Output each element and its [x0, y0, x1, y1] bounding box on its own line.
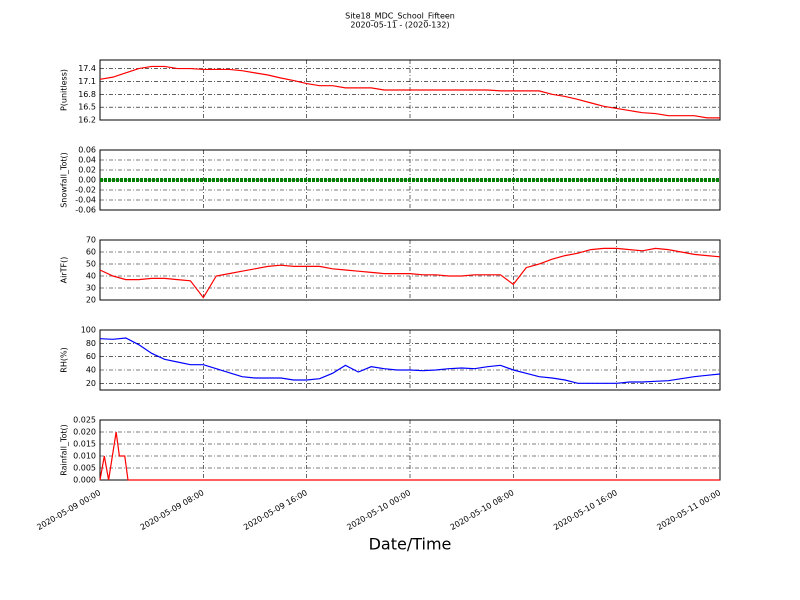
- x-tick-label: 2020-05-09 16:00: [242, 488, 309, 532]
- y-tick-label: 20: [86, 379, 96, 388]
- y-tick-label: 50: [86, 260, 96, 269]
- y-tick-label: -0.04: [75, 196, 96, 205]
- y-tick-label: 30: [86, 284, 96, 293]
- data-line: [99, 247, 721, 299]
- data-line: [99, 337, 721, 384]
- x-tick-label: 2020-05-09 00:00: [35, 488, 102, 532]
- x-axis-label: Date/Time: [369, 535, 452, 554]
- y-tick-label: 0.04: [78, 156, 96, 165]
- y-tick-label: 100: [81, 326, 96, 335]
- y-axis-label: Rainfall_Tot(): [60, 424, 69, 476]
- y-tick-label: 0.000: [73, 476, 96, 485]
- x-tick-label: 2020-05-09 08:00: [139, 488, 206, 532]
- x-tick-label: 2020-05-10 00:00: [345, 488, 412, 532]
- y-tick-label: 0.010: [73, 452, 96, 461]
- y-tick-label: 16.5: [78, 103, 96, 112]
- y-tick-label: 70: [86, 236, 96, 245]
- y-tick-label: 0.02: [78, 166, 96, 175]
- y-tick-label: 16.8: [78, 90, 96, 99]
- y-tick-label: 20: [86, 296, 96, 305]
- plot-frame: [99, 59, 721, 121]
- y-tick-label: 0.020: [73, 428, 96, 437]
- y-tick-label: 60: [86, 352, 96, 361]
- x-tick-label: 2020-05-11 00:00: [655, 488, 722, 532]
- y-tick-label: 60: [86, 248, 96, 257]
- y-tick-label: 0.015: [73, 440, 96, 449]
- y-axis-label: AirTF(): [60, 257, 69, 284]
- y-tick-label: 40: [86, 366, 96, 375]
- chart-title: Site18_MDC_School_Fifteen: [345, 12, 455, 21]
- y-tick-label: -0.06: [75, 206, 96, 215]
- y-axis-label: P(unitless): [60, 69, 69, 111]
- y-tick-label: 0.025: [73, 416, 96, 425]
- y-tick-label: 0.06: [78, 146, 96, 155]
- y-tick-label: 80: [86, 339, 96, 348]
- y-tick-label: 0.00: [78, 176, 96, 185]
- y-axis-label: RH(%): [60, 347, 69, 372]
- y-axis-label: Snowfall_Tot(): [60, 152, 69, 208]
- data-line: [99, 65, 720, 119]
- x-tick-label: 2020-05-10 16:00: [552, 488, 619, 532]
- y-tick-label: 0.005: [73, 464, 96, 473]
- chart-subtitle: 2020-05-11 - (2020-132): [350, 21, 449, 30]
- y-tick-label: -0.02: [75, 186, 96, 195]
- data-line: [99, 431, 720, 481]
- plot-frame: [99, 329, 721, 391]
- y-tick-label: 17.4: [78, 64, 96, 73]
- y-tick-label: 40: [86, 272, 96, 281]
- x-tick-label: 2020-05-10 08:00: [449, 488, 516, 532]
- y-tick-label: 16.2: [78, 116, 96, 125]
- y-tick-label: 17.1: [78, 77, 96, 86]
